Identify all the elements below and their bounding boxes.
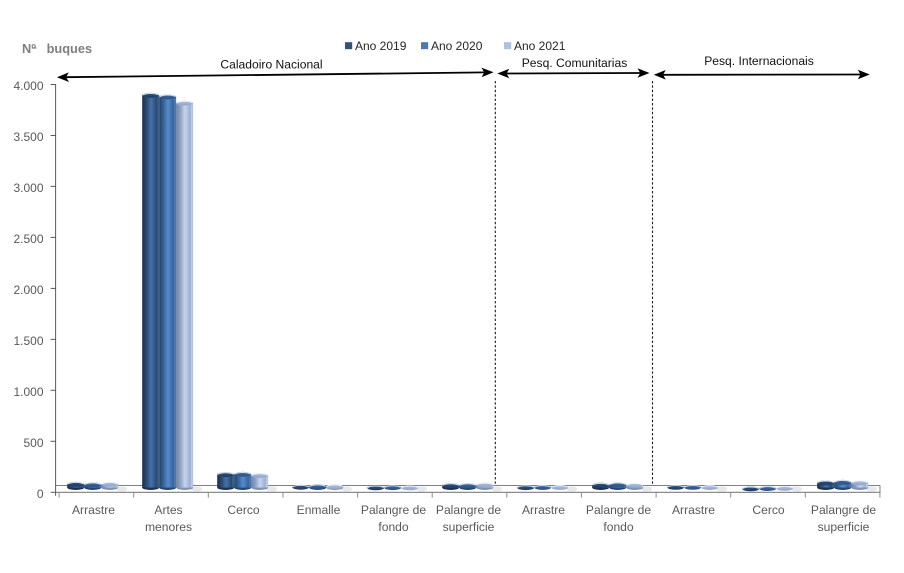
svg-text:menores: menores	[145, 520, 192, 534]
svg-text:Arrastre: Arrastre	[522, 503, 565, 517]
svg-text:3.000: 3.000	[13, 181, 43, 195]
svg-text:Palangre de: Palangre de	[811, 503, 876, 517]
svg-text:Caladoiro Nacional: Caladoiro Nacional	[220, 58, 322, 72]
svg-text:1.000: 1.000	[13, 385, 43, 399]
svg-text:fondo: fondo	[603, 520, 634, 534]
svg-text:fondo: fondo	[378, 520, 409, 534]
svg-text:Artes: Artes	[154, 503, 182, 517]
svg-text:Ano 2020: Ano 2020	[431, 39, 483, 53]
svg-text:2.500: 2.500	[13, 232, 43, 246]
svg-text:Arrastre: Arrastre	[72, 503, 115, 517]
svg-text:Palangre de: Palangre de	[586, 503, 651, 517]
svg-text:superficie: superficie	[443, 520, 495, 534]
svg-text:Arrastre: Arrastre	[672, 503, 715, 517]
svg-text:3.500: 3.500	[13, 130, 43, 144]
svg-text:Cerco: Cerco	[752, 503, 785, 517]
svg-text:Palangre de: Palangre de	[436, 503, 501, 517]
svg-text:2.000: 2.000	[13, 283, 43, 297]
svg-text:Palangre de: Palangre de	[361, 503, 426, 517]
svg-text:Cerco: Cerco	[227, 503, 260, 517]
svg-text:1.500: 1.500	[13, 334, 43, 348]
svg-text:Ano 2019: Ano 2019	[355, 39, 407, 53]
svg-text:Pesq. Comunitarias: Pesq. Comunitarias	[522, 56, 628, 70]
svg-text:0: 0	[37, 487, 44, 501]
svg-text:500: 500	[23, 436, 43, 450]
svg-text:superficie: superficie	[818, 520, 870, 534]
svg-text:Ano 2021: Ano 2021	[514, 39, 566, 53]
svg-text:Pesq. Internacionais: Pesq. Internacionais	[704, 54, 814, 68]
svg-text:4.000: 4.000	[13, 79, 43, 93]
svg-text:Nº buques: Nº buques	[22, 41, 92, 56]
svg-text:Enmalle: Enmalle	[297, 503, 341, 517]
